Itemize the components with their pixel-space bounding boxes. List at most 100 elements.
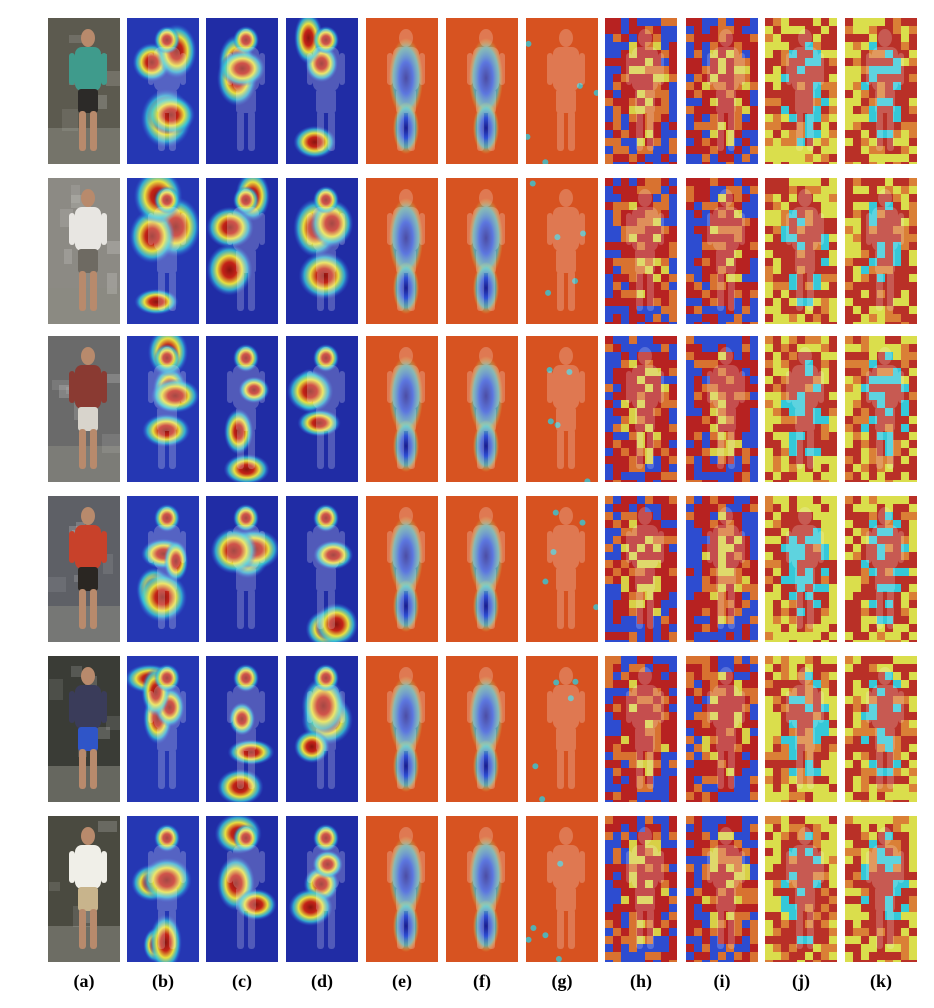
attention-heatmap	[765, 178, 837, 324]
heatmap-overlay	[206, 656, 278, 802]
heatmap-overlay	[127, 816, 199, 962]
heatmap-overlay	[605, 656, 677, 802]
column-label: (f)	[473, 971, 491, 991]
pedestrian-image	[48, 336, 120, 482]
attention-heatmap	[765, 816, 837, 962]
attention-heatmap	[526, 496, 598, 642]
heatmap-overlay	[366, 656, 438, 802]
heatmap-overlay	[366, 178, 438, 324]
heatmap-overlay	[526, 336, 598, 482]
attention-heatmap	[526, 336, 598, 482]
attention-heatmap	[366, 816, 438, 962]
attention-heatmap	[286, 816, 358, 962]
attention-heatmap	[765, 496, 837, 642]
attention-heatmap	[127, 178, 199, 324]
attention-heatmap	[446, 336, 518, 482]
attention-heatmap	[446, 656, 518, 802]
heatmap-overlay	[845, 336, 917, 482]
attention-heatmap	[686, 178, 758, 324]
attention-heatmap	[206, 496, 278, 642]
attention-heatmap	[127, 18, 199, 164]
attention-heatmap	[605, 656, 677, 802]
heatmap-overlay	[446, 336, 518, 482]
column-label: (h)	[630, 971, 652, 991]
attention-heatmap	[366, 178, 438, 324]
heatmap-overlay	[446, 496, 518, 642]
heatmap-overlay	[206, 178, 278, 324]
attention-heatmap	[127, 496, 199, 642]
pedestrian-image	[48, 18, 120, 164]
attention-heatmap	[286, 656, 358, 802]
heatmap-overlay	[526, 816, 598, 962]
attention-heatmap	[446, 496, 518, 642]
heatmap-overlay	[605, 496, 677, 642]
attention-heatmap	[765, 656, 837, 802]
heatmap-overlay	[845, 816, 917, 962]
pedestrian-photo	[48, 18, 120, 164]
column-label: (b)	[152, 971, 174, 991]
heatmap-overlay	[686, 336, 758, 482]
column-label: (e)	[392, 971, 412, 991]
heatmap-overlay	[526, 178, 598, 324]
heatmap-overlay	[526, 496, 598, 642]
attention-heatmap	[605, 18, 677, 164]
column-label: (g)	[551, 971, 573, 991]
column-label: (i)	[713, 971, 731, 991]
heatmap-overlay	[286, 18, 358, 164]
attention-heatmap	[286, 336, 358, 482]
heatmap-overlay	[127, 496, 199, 642]
column-label: (c)	[232, 971, 252, 991]
heatmap-overlay	[605, 336, 677, 482]
heatmap-overlay	[366, 336, 438, 482]
heatmap-overlay	[286, 496, 358, 642]
attention-heatmap	[605, 496, 677, 642]
attention-heatmap	[526, 816, 598, 962]
pedestrian-photo	[48, 656, 120, 802]
heatmap-overlay	[286, 816, 358, 962]
heatmap-overlay	[286, 336, 358, 482]
heatmap-overlay	[526, 18, 598, 164]
attention-heatmap	[526, 18, 598, 164]
heatmap-overlay	[765, 816, 837, 962]
attention-heatmap	[845, 336, 917, 482]
attention-heatmap	[446, 178, 518, 324]
heatmap-overlay	[127, 18, 199, 164]
pedestrian-image	[48, 816, 120, 962]
attention-heatmap	[366, 496, 438, 642]
attention-heatmap	[446, 816, 518, 962]
heatmap-overlay	[446, 178, 518, 324]
heatmap-overlay	[127, 178, 199, 324]
heatmap-overlay	[127, 336, 199, 482]
attention-heatmap	[526, 656, 598, 802]
heatmap-overlay	[686, 816, 758, 962]
attention-heatmap	[127, 336, 199, 482]
attention-heatmap	[366, 18, 438, 164]
attention-heatmap	[605, 816, 677, 962]
attention-heatmap	[686, 496, 758, 642]
pedestrian-image	[48, 656, 120, 802]
heatmap-overlay	[686, 496, 758, 642]
heatmap-overlay	[765, 496, 837, 642]
column-label: (j)	[792, 971, 810, 991]
attention-heatmap	[446, 18, 518, 164]
pedestrian-photo	[48, 178, 120, 324]
heatmap-overlay	[845, 178, 917, 324]
attention-heatmap	[765, 336, 837, 482]
heatmap-overlay	[206, 18, 278, 164]
attention-heatmap	[286, 18, 358, 164]
heatmap-overlay	[765, 656, 837, 802]
attention-heatmap	[845, 656, 917, 802]
attention-heatmap	[206, 336, 278, 482]
attention-heatmap	[366, 656, 438, 802]
heatmap-overlay	[526, 656, 598, 802]
attention-heatmap	[127, 816, 199, 962]
attention-heatmap	[206, 178, 278, 324]
heatmap-overlay	[605, 178, 677, 324]
attention-heatmap	[686, 816, 758, 962]
attention-heatmap	[366, 336, 438, 482]
pedestrian-photo	[48, 336, 120, 482]
heatmap-overlay	[127, 656, 199, 802]
attention-heatmap	[605, 178, 677, 324]
heatmap-overlay	[206, 816, 278, 962]
pedestrian-image	[48, 496, 120, 642]
